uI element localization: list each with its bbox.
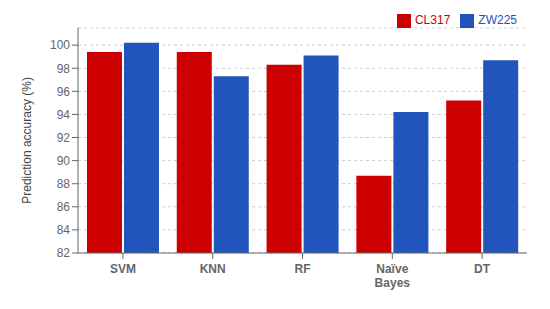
svg-text:90: 90	[57, 154, 71, 168]
svg-text:KNN: KNN	[200, 262, 226, 276]
svg-text:100: 100	[50, 38, 70, 52]
html-text:ZW225: ZW225	[478, 13, 517, 27]
svg-text:98: 98	[57, 62, 71, 76]
svg-text:NaïveBayes: NaïveBayes	[375, 262, 411, 290]
svg-text:94: 94	[57, 108, 71, 122]
svg-text:92: 92	[57, 131, 71, 145]
svg-text:86: 86	[57, 200, 71, 214]
svg-text:SVM: SVM	[110, 262, 136, 276]
html-text:CL317: CL317	[414, 13, 451, 27]
svg-text:96: 96	[57, 85, 71, 99]
svg-text:Prediction accuracy (%): Prediction accuracy (%)	[20, 77, 34, 204]
svg-text:84: 84	[57, 223, 71, 237]
svg-text:DT: DT	[474, 262, 491, 276]
svg-text:82: 82	[57, 246, 71, 260]
svg-text:88: 88	[57, 177, 71, 191]
svg-text:RF: RF	[295, 262, 311, 276]
